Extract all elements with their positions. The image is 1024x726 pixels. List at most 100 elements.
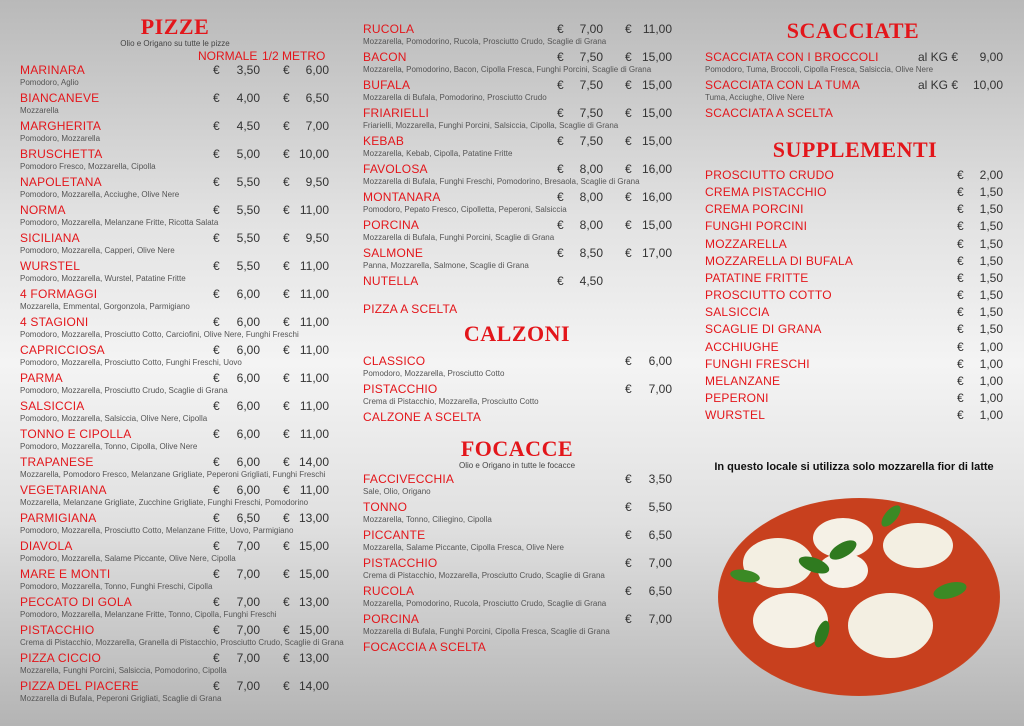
menu-item-ingredients: Mozzarella, Kebab, Cipolla, Patatine Fri… — [363, 149, 513, 158]
menu-item-ingredients: Mozzarella, Salame Piccante, Cipolla Fre… — [363, 543, 564, 552]
menu-item-name: WURSTEL — [20, 259, 81, 273]
price-metro: 6,50 — [305, 91, 329, 105]
menu-item-ingredients: Pomodoro, Mozzarella, Prosciutto Cotto, … — [20, 330, 299, 339]
supplementi-title: SUPPLEMENTI — [772, 137, 938, 162]
euro-sign: € — [213, 315, 220, 329]
price-metro: 7,00 — [305, 119, 329, 133]
price-normale: 6,50 — [236, 511, 260, 525]
price-metro: 11,00 — [299, 343, 329, 357]
euro-sign: € — [625, 190, 632, 204]
euro-sign: € — [213, 595, 220, 609]
menu-item-ingredients: Mozzarella di Bufala, Peperoni Grigliati… — [20, 694, 222, 703]
price: 1,50 — [979, 185, 1003, 200]
price-normale: 7,50 — [579, 78, 603, 92]
price-normale: 5,50 — [236, 259, 260, 273]
price-normale: 6,00 — [236, 483, 260, 497]
price-metro: 9,50 — [305, 175, 329, 189]
price-normale: 6,00 — [236, 455, 260, 469]
price-normale: 7,00 — [236, 679, 260, 693]
menu-item-name: BIANCANEVE — [20, 91, 100, 105]
price-normale: 4,00 — [236, 91, 260, 105]
calzoni-title: CALZONI — [463, 321, 571, 346]
menu-item-name: PATATINE FRITTE — [705, 270, 809, 285]
euro-sign: € — [557, 246, 564, 260]
menu-item-ingredients: Pomodoro, Mozzarella, Prosciutto Cotto, … — [20, 526, 294, 535]
price-metro: 15,00 — [298, 623, 329, 637]
menu-item-name: SALMONE — [363, 246, 424, 260]
euro-sign: € — [283, 455, 290, 469]
menu-item-name: PEPERONI — [705, 390, 769, 405]
euro-sign: € — [213, 287, 220, 301]
menu-item-name: SICILIANA — [20, 231, 80, 245]
euro-sign: € — [213, 455, 220, 469]
price: 6,50 — [648, 528, 672, 542]
menu-item-name: CREMA PISTACCHIO — [705, 185, 827, 200]
euro-sign: € — [625, 472, 632, 486]
price: 1,50 — [979, 219, 1003, 234]
euro-sign: € — [957, 253, 964, 268]
menu-item-name: PIZZA DEL PIACERE — [20, 679, 139, 693]
price-normale: 7,00 — [579, 22, 603, 36]
price-metro: 15,00 — [641, 134, 672, 148]
menu-item-name: CREMA PORCINI — [705, 202, 804, 217]
menu-item-name: SCAGLIE DI GRANA — [705, 322, 822, 337]
price-metro: 11,00 — [299, 259, 329, 273]
euro-sign: € — [557, 218, 564, 232]
menu-item-name: FOCACCIA A SCELTA — [363, 640, 486, 654]
pizze-title: PIZZE — [140, 14, 210, 39]
menu-item-ingredients: Pomodoro, Mozzarella, Prosciutto Crudo, … — [20, 386, 228, 395]
menu-item-ingredients: Mozzarella di Bufala, Pomodorino, Prosci… — [363, 93, 547, 102]
price-per-kg: 9,00 — [979, 50, 1003, 64]
menu-item-ingredients: Pomodoro, Mozzarella, Salsiccia, Olive N… — [20, 414, 208, 423]
price: 7,00 — [648, 556, 672, 570]
price-normale: 8,00 — [579, 190, 603, 204]
price: 2,00 — [979, 168, 1003, 182]
euro-sign: € — [957, 408, 964, 423]
price: 7,00 — [648, 382, 672, 396]
menu-item-ingredients: Pomodoro, Mozzarella, Prosciutto Cotto, … — [20, 358, 242, 367]
euro-sign: € — [557, 106, 564, 120]
euro-sign: € — [283, 231, 290, 245]
menu-item-name: BRUSCHETTA — [20, 147, 103, 161]
menu-item-name: ACCHIUGHE — [705, 339, 779, 354]
price-metro: 15,00 — [641, 218, 672, 232]
menu-item-name: CAPRICCIOSA — [20, 343, 105, 357]
euro-sign: € — [957, 339, 964, 354]
euro-sign: € — [625, 218, 632, 232]
col-normale-header: NORMALE — [198, 49, 258, 63]
menu-item-ingredients: Crema di Pistacchio, Mozzarella, Granell… — [20, 638, 344, 647]
price-metro: 11,00 — [299, 315, 329, 329]
menu-item-ingredients: Pomodoro, Mozzarella, Acciughe, Olive Ne… — [20, 190, 180, 199]
price: 1,50 — [979, 322, 1003, 337]
euro-sign: € — [557, 50, 564, 64]
euro-sign: € — [957, 185, 964, 200]
price-metro: 15,00 — [641, 50, 672, 64]
euro-sign: € — [283, 399, 290, 413]
euro-sign: € — [283, 91, 290, 105]
price-per-kg: 10,00 — [972, 78, 1003, 92]
euro-sign: € — [213, 259, 220, 273]
price-normale: 4,50 — [236, 119, 260, 133]
price-metro: 15,00 — [641, 78, 672, 92]
price-metro: 14,00 — [298, 455, 329, 469]
euro-sign: € — [625, 106, 632, 120]
menu-item-name: BACON — [363, 50, 407, 64]
euro-sign: € — [957, 390, 964, 405]
price-normale: 5,50 — [236, 175, 260, 189]
menu-item-name: KEBAB — [363, 134, 405, 148]
menu-item-name: NORMA — [20, 203, 66, 217]
price-metro: 15,00 — [298, 567, 329, 581]
menu-item-name: PARMA — [20, 371, 63, 385]
price-normale: 8,00 — [579, 162, 603, 176]
price-normale: 6,00 — [236, 315, 260, 329]
price-normale: 6,00 — [236, 427, 260, 441]
menu-item-name: PISTACCHIO — [20, 623, 95, 637]
euro-sign: € — [213, 175, 220, 189]
menu-item-name: TONNO E CIPOLLA — [20, 427, 132, 441]
euro-sign: € — [283, 539, 290, 553]
euro-sign: € — [213, 427, 220, 441]
menu-item-name: VEGETARIANA — [20, 483, 107, 497]
euro-sign: € — [213, 371, 220, 385]
price-metro: 11,00 — [299, 399, 329, 413]
euro-sign: € — [557, 134, 564, 148]
